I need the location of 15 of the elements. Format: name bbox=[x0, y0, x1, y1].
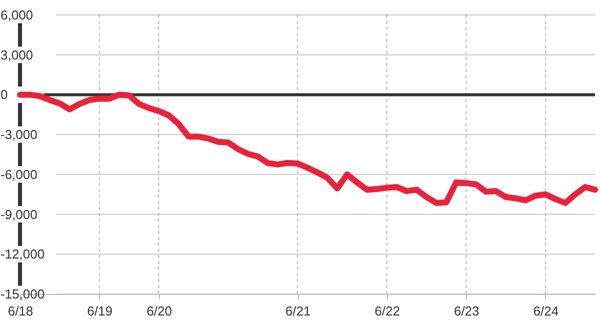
x-tick-label: 6/19 bbox=[87, 304, 112, 318]
y-tick-label: -6,000 bbox=[0, 166, 38, 182]
x-tick-label: 6/18 bbox=[8, 304, 34, 318]
y-tick-label: -15,000 bbox=[0, 286, 45, 302]
y-tick-label: 6,000 bbox=[0, 8, 34, 22]
y-tick-label: 0 bbox=[0, 87, 8, 102]
y-tick-label: -12,000 bbox=[0, 246, 45, 262]
x-tick-label: 6/22 bbox=[374, 304, 400, 318]
x-tick-label: 6/20 bbox=[146, 304, 172, 318]
x-tick-label: 6/24 bbox=[533, 304, 559, 318]
x-tick-label: 6/23 bbox=[454, 304, 480, 318]
y-tick-label: 3,000 bbox=[0, 47, 34, 62]
x-tick-label: 6/21 bbox=[285, 304, 311, 318]
y-tick-label: -3,000 bbox=[0, 127, 38, 142]
y-tick-label: -9,000 bbox=[0, 206, 38, 222]
